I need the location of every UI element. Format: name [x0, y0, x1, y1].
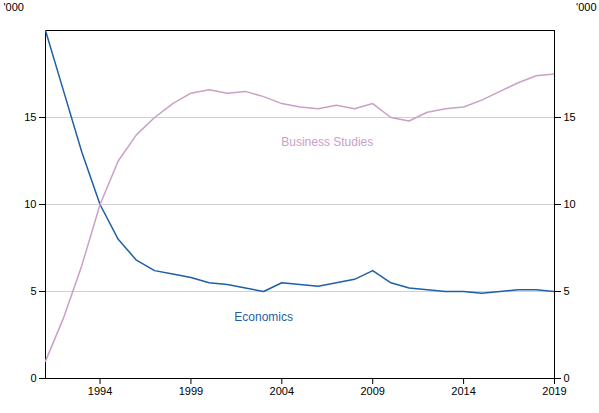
svg-text:10: 10	[24, 198, 36, 210]
svg-text:5: 5	[564, 285, 570, 297]
svg-text:2004: 2004	[270, 385, 294, 397]
svg-text:5: 5	[30, 285, 36, 297]
svg-text:1999: 1999	[179, 385, 203, 397]
svg-text:15: 15	[24, 111, 36, 123]
svg-text:1994: 1994	[88, 385, 112, 397]
svg-text:'000: '000	[576, 1, 596, 13]
svg-text:2009: 2009	[360, 385, 384, 397]
svg-text:2019: 2019	[542, 385, 566, 397]
svg-text:Business Studies: Business Studies	[281, 135, 373, 149]
svg-text:10: 10	[564, 198, 576, 210]
svg-text:0: 0	[30, 372, 36, 384]
svg-text:'000: '000	[4, 1, 24, 13]
svg-text:15: 15	[564, 111, 576, 123]
svg-text:2014: 2014	[451, 385, 475, 397]
svg-text:0: 0	[564, 372, 570, 384]
svg-text:Economics: Economics	[234, 310, 293, 324]
